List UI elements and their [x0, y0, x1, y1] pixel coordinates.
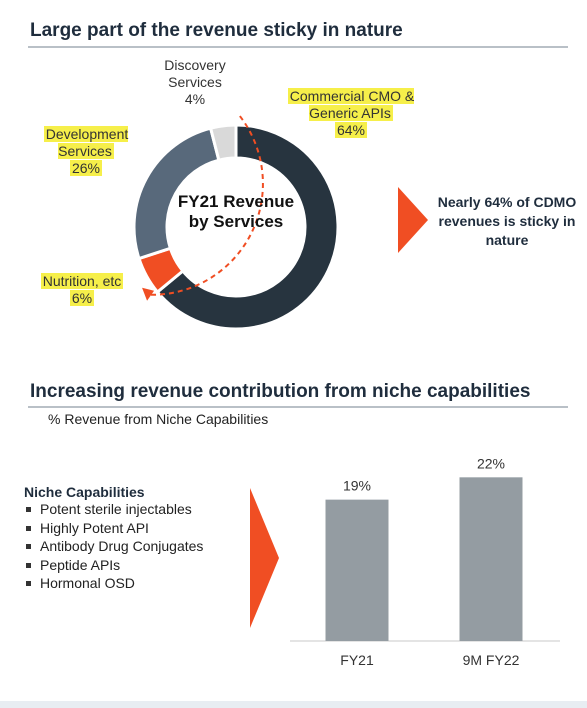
- niche-item: Potent sterile injectables: [24, 500, 264, 519]
- label-discovery-name: Discovery Services: [164, 57, 226, 90]
- label-discovery: Discovery Services 4%: [140, 57, 250, 108]
- label-commercial-name: Commercial CMO & Generic APIs: [287, 88, 415, 121]
- section2-rule: [28, 406, 568, 408]
- niche-item: Highly Potent API: [24, 519, 264, 538]
- niche-item: Hormonal OSD: [24, 574, 264, 593]
- niche-item: Antibody Drug Conjugates: [24, 537, 264, 556]
- niche-list: Potent sterile injectables Highly Potent…: [24, 500, 264, 593]
- label-nutrition-name: Nutrition, etc: [40, 273, 124, 289]
- donut-center-label: FY21 Revenue by Services: [177, 192, 295, 231]
- bar-value-label: 22%: [477, 455, 505, 471]
- label-nutrition-pct: 6%: [69, 290, 95, 306]
- label-nutrition: Nutrition, etc 6%: [32, 273, 132, 307]
- bar-category-label: FY21: [340, 652, 374, 668]
- label-development-name: Development Services: [43, 126, 129, 159]
- section1-rule: [28, 46, 568, 48]
- bar-value-label: 19%: [343, 478, 371, 494]
- label-discovery-pct: 4%: [184, 91, 206, 107]
- donut-chart: [132, 115, 340, 331]
- section2-heading: Increasing revenue contribution from nic…: [30, 381, 531, 402]
- donut-slice-commercial: [155, 123, 340, 331]
- section1-heading: Large part of the revenue sticky in natu…: [30, 20, 403, 41]
- callout-arrow-icon: [398, 187, 428, 253]
- dashed-arc-arrowhead-icon: [142, 287, 155, 301]
- niche-title: Niche Capabilities: [24, 484, 145, 500]
- callout-text: Nearly 64% of CDMO revenues is sticky in…: [437, 194, 577, 248]
- bar-1: [459, 477, 523, 641]
- niche-arrow-icon: [250, 488, 279, 628]
- label-commercial: Commercial CMO & Generic APIs 64%: [276, 88, 426, 139]
- bar-0: [325, 499, 389, 641]
- label-development-pct: 26%: [69, 160, 103, 176]
- niche-panel: Niche Capabilities Potent sterile inject…: [24, 484, 264, 593]
- niche-item: Peptide APIs: [24, 556, 264, 575]
- donut-slice-discovery: [208, 123, 238, 162]
- bar-category-label: 9M FY22: [463, 652, 520, 668]
- label-development: Development Services 26%: [36, 126, 136, 177]
- label-commercial-pct: 64%: [334, 122, 368, 138]
- section2-subtitle: % Revenue from Niche Capabilities: [48, 411, 269, 427]
- bar-chart: 19% FY21 22% 9M FY22: [290, 455, 560, 668]
- footer-band: [0, 701, 587, 708]
- dashed-highlight-arc: [148, 115, 264, 296]
